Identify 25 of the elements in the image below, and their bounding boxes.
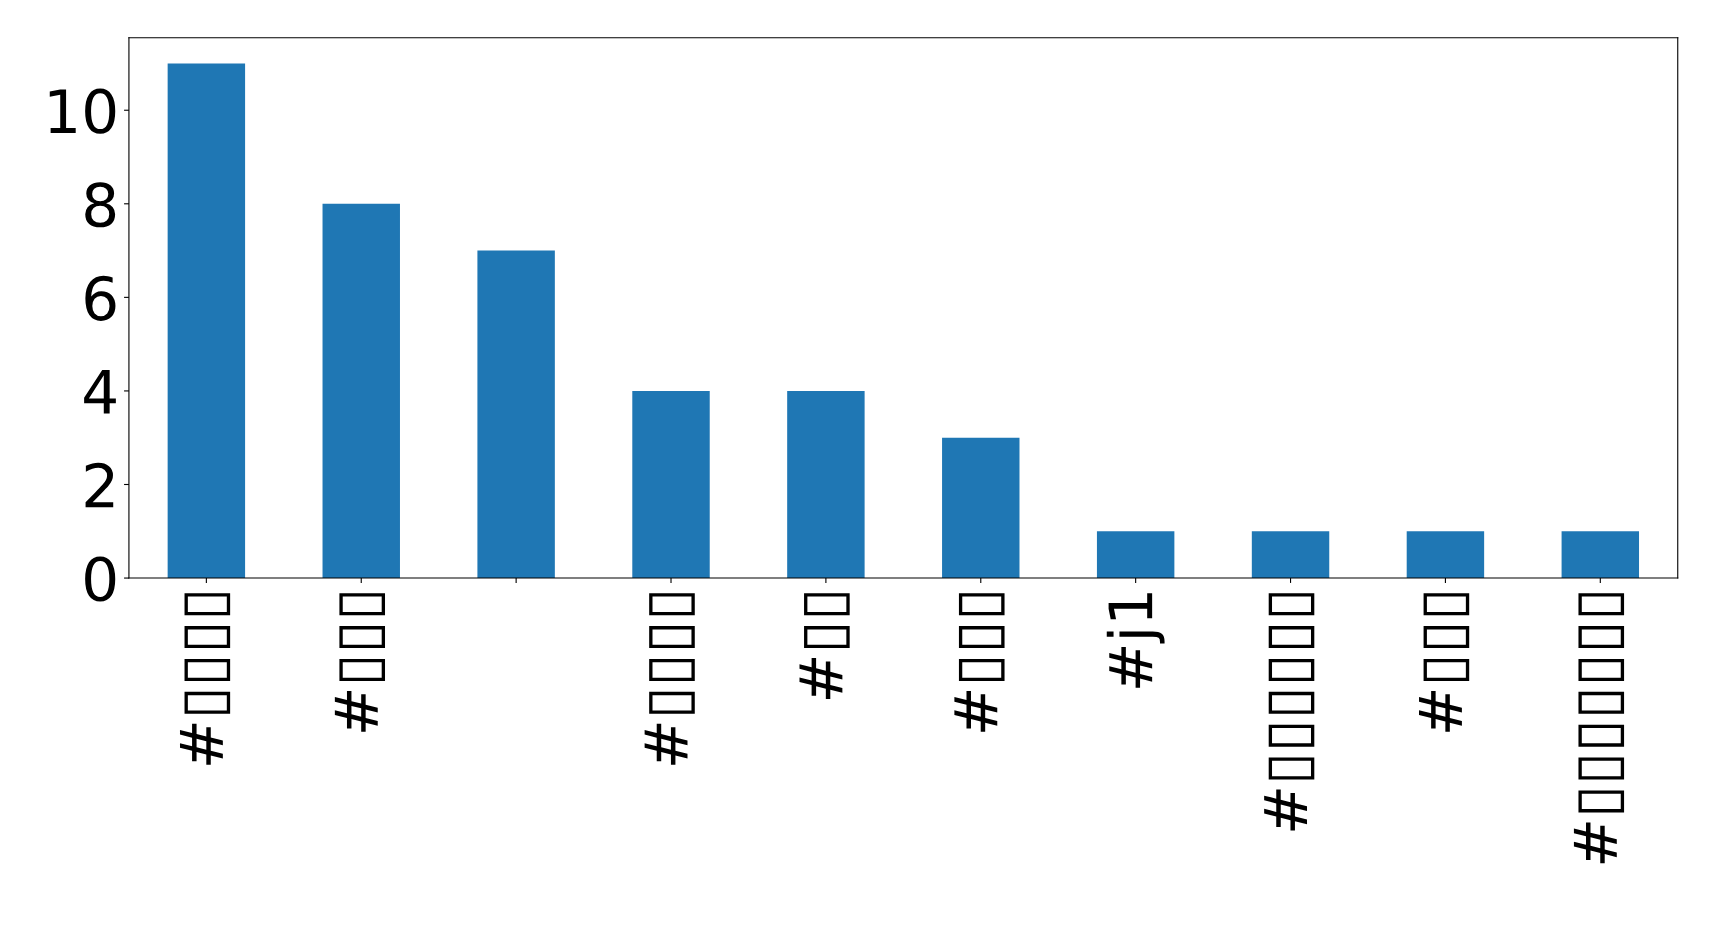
- bar: [322, 203, 400, 579]
- bar: [1561, 531, 1640, 579]
- y-tick-label: 10: [49, 88, 116, 134]
- y-tick-label: 0: [85, 556, 116, 602]
- x-tick-label: #▯▯▯: [954, 593, 1005, 732]
- bar: [1251, 531, 1330, 579]
- bar: [1096, 531, 1175, 579]
- y-tick-label: 6: [85, 275, 116, 321]
- bar: [477, 250, 555, 579]
- bar: [942, 437, 1020, 579]
- x-tick-label: #j1: [1106, 593, 1165, 688]
- y-tick-label: 8: [85, 182, 116, 228]
- bar: [632, 390, 710, 579]
- bar: [167, 63, 246, 579]
- x-tick-label: #▯▯▯▯: [179, 593, 231, 765]
- x-tick-label: #▯▯: [799, 593, 850, 699]
- x-tick-label: #▯▯▯▯▯▯: [1264, 593, 1315, 831]
- y-tick-label: 4: [84, 370, 116, 414]
- y-tick-label: 2: [85, 462, 114, 508]
- x-tick-label: #▯▯▯▯: [644, 593, 695, 765]
- x-tick-label: #▯▯▯: [334, 593, 386, 732]
- bar: [1406, 531, 1485, 579]
- bar: [787, 390, 865, 579]
- x-tick-label: #▯▯▯: [1419, 593, 1470, 732]
- x-tick-label: #▯▯▯▯▯▯▯: [1573, 593, 1625, 864]
